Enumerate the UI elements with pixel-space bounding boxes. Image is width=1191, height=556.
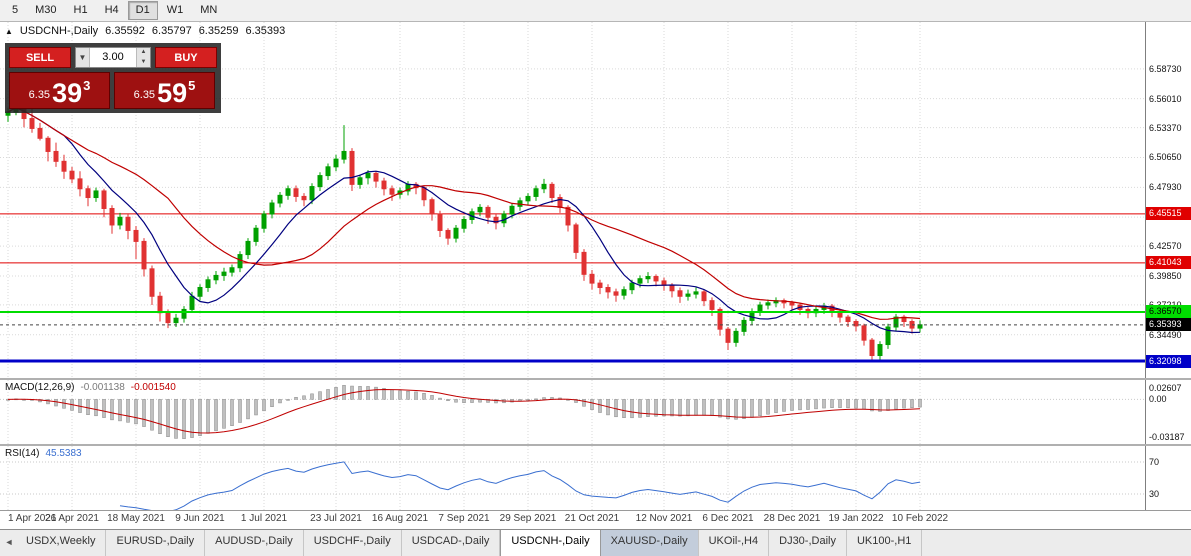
macd-header: MACD(12,26,9) -0.001138 -0.001540	[5, 382, 176, 393]
symbol-header: ▲ USDCNH-,Daily 6.35592 6.35797 6.35259 …	[5, 25, 285, 37]
chart-tab-audusd-daily[interactable]: AUDUSD-,Daily	[205, 530, 304, 556]
ohlc-low: 6.35259	[198, 25, 239, 37]
price-level-badge: 6.41043	[1146, 256, 1191, 270]
volume-stepper[interactable]: ▼ 3.00 ▲ ▼	[75, 47, 151, 68]
sell-button[interactable]: SELL	[9, 47, 71, 68]
rsi-axis: 70 30	[1145, 446, 1191, 510]
timeframe-button-5[interactable]: 5	[12, 4, 19, 16]
rsi-panel: 70 30 RSI(14) 45.5383	[0, 446, 1191, 510]
chart-tab-usdcad-daily[interactable]: USDCAD-,Daily	[401, 530, 501, 556]
price-axis-label: 6.37210	[1149, 300, 1182, 310]
price-axis-label: 6.53370	[1149, 122, 1182, 133]
panel-separator[interactable]	[0, 378, 1191, 380]
macd-title: MACD(12,26,9)	[5, 382, 75, 393]
chart-tab-dj30-daily[interactable]: DJ30-,Daily	[769, 530, 847, 556]
rsi-axis-label: 70	[1149, 457, 1160, 467]
time-axis-label: 26 Apr 2021	[45, 513, 99, 524]
tab-scroll-left-icon[interactable]: ◄	[4, 537, 14, 547]
rsi-axis-label: 30	[1149, 489, 1160, 499]
timeframe-button-h4[interactable]: H4	[104, 4, 119, 16]
symbol-name: USDCNH-,Daily	[19, 25, 99, 37]
chart-tab-uk100-h1[interactable]: UK100-,H1	[846, 530, 923, 556]
volume-up-icon[interactable]: ▲	[137, 48, 150, 58]
price-axis-label: 6.42570	[1149, 241, 1182, 252]
time-axis-label: 28 Dec 2021	[763, 513, 821, 524]
volume-spin-buttons[interactable]: ▲ ▼	[136, 48, 150, 67]
volume-value[interactable]: 3.00	[102, 51, 124, 63]
macd-axis-label: -0.03187	[1149, 432, 1185, 442]
sell-price-display[interactable]: 6.35 39 3	[9, 72, 110, 109]
price-axis-label: 6.39850	[1149, 270, 1182, 281]
current-price-badge: 6.35393	[1146, 318, 1191, 332]
timeframe-button-m30[interactable]: M30	[35, 4, 57, 16]
volume-down-icon[interactable]: ▼	[137, 57, 150, 67]
macd-main-value: -0.001138	[80, 382, 125, 393]
chart-tab-usdx-weekly[interactable]: USDX,Weekly	[16, 530, 107, 556]
rsi-title: RSI(14)	[5, 448, 40, 459]
rsi-chart-canvas[interactable]	[0, 446, 1145, 510]
time-axis-label: 16 Aug 2021	[371, 513, 429, 524]
chart-marker-icon: ▲	[5, 26, 13, 36]
timeframe-button-w1[interactable]: W1	[166, 4, 184, 16]
sell-price-superscript: 3	[83, 78, 91, 93]
price-level-badge: 6.45515	[1146, 207, 1191, 221]
macd-signal-value: -0.001540	[130, 382, 176, 393]
panel-separator[interactable]	[0, 444, 1191, 446]
time-axis-label: 23 Jul 2021	[310, 513, 362, 524]
macd-axis-label: 0.00	[1149, 394, 1167, 405]
timeframe-button-d1[interactable]: D1	[127, 1, 158, 20]
chart-tab-eurusd-daily[interactable]: EURUSD-,Daily	[106, 530, 206, 556]
price-axis-label: 6.56010	[1149, 93, 1182, 104]
price-axis: 6.58730 6.56010 6.53370 6.50650 6.47930 6.425…	[1145, 22, 1191, 378]
chart-tab-bar: ◄ USDX,Weekly EURUSD-,Daily AUDUSD-,Daily US…	[0, 529, 1191, 556]
macd-panel: 0.02607 0.00 -0.03187 MACD(12,26,9) -0.001…	[0, 380, 1191, 444]
chart-tab-usdchf-daily[interactable]: USDCHF-,Daily	[303, 530, 402, 556]
time-axis: 1 Apr 2021 26 Apr 2021 18 May 2021 9 Jun 20…	[0, 510, 1191, 529]
macd-chart-canvas[interactable]	[0, 380, 1145, 444]
chart-window: 6.58730 6.56010 6.53370 6.50650 6.47930 6.425…	[0, 22, 1191, 529]
time-axis-label: 12 Nov 2021	[635, 513, 693, 524]
sell-price-main: 39	[52, 78, 83, 108]
timeframe-button-h1[interactable]: H1	[73, 4, 88, 16]
buy-price-prefix: 6.35	[133, 89, 156, 101]
buy-price-display[interactable]: 6.35 59 5	[114, 72, 215, 109]
timeframe-button-mn[interactable]: MN	[200, 4, 218, 16]
time-axis-label: 6 Dec 2021	[702, 513, 754, 524]
price-level-badge: 6.32098	[1146, 354, 1191, 368]
time-axis-label: 1 Jul 2021	[240, 513, 288, 524]
macd-axis: 0.02607 0.00 -0.03187	[1145, 380, 1191, 444]
time-axis-label: 19 Jan 2022	[828, 513, 884, 524]
price-axis-label: 6.50650	[1149, 152, 1182, 163]
sell-price-prefix: 6.35	[28, 89, 51, 101]
one-click-trading-panel: SELL ▼ 3.00 ▲ ▼ BUY 6.35 39	[5, 43, 221, 113]
price-axis-label: 6.47930	[1149, 182, 1182, 193]
rsi-header: RSI(14) 45.5383	[5, 448, 82, 459]
buy-price-superscript: 5	[188, 78, 196, 93]
price-level-badge: 6.36570	[1146, 305, 1191, 319]
chart-tab-ukoil-h4[interactable]: UKOil-,H4	[698, 530, 770, 556]
price-panel: 6.58730 6.56010 6.53370 6.50650 6.47930 6.425…	[0, 22, 1191, 378]
time-axis-label: 18 May 2021	[107, 513, 165, 524]
chart-tab-usdcnh-daily[interactable]: USDCNH-,Daily	[500, 530, 601, 556]
ohlc-open: 6.35592	[105, 25, 145, 37]
macd-axis-label: 0.02607	[1149, 383, 1182, 393]
time-axis-label: 1 Apr 2021	[8, 513, 57, 524]
price-axis-label: 6.58730	[1149, 63, 1182, 74]
buy-price-main: 59	[157, 78, 188, 108]
ohlc-close: 6.35393	[245, 25, 286, 37]
price-chart-canvas[interactable]	[0, 22, 1145, 378]
time-axis-label: 21 Oct 2021	[564, 513, 620, 524]
buy-button[interactable]: BUY	[155, 47, 217, 68]
rsi-value: 45.5383	[45, 448, 82, 459]
time-axis-label: 7 Sep 2021	[438, 513, 490, 524]
ohlc-high: 6.35797	[151, 25, 192, 37]
price-axis-label: 6.34490	[1149, 329, 1182, 340]
timeframe-toolbar: 5 M30 H1 H4 D1 W1 MN	[0, 0, 1191, 22]
chart-tab-xauusd-daily[interactable]: XAUUSD-,Daily	[600, 530, 699, 556]
time-axis-label: 29 Sep 2021	[499, 513, 557, 524]
volume-dropdown-icon[interactable]: ▼	[76, 48, 90, 67]
time-axis-label: 10 Feb 2022	[891, 513, 949, 524]
time-axis-label: 9 Jun 2021	[175, 513, 225, 524]
